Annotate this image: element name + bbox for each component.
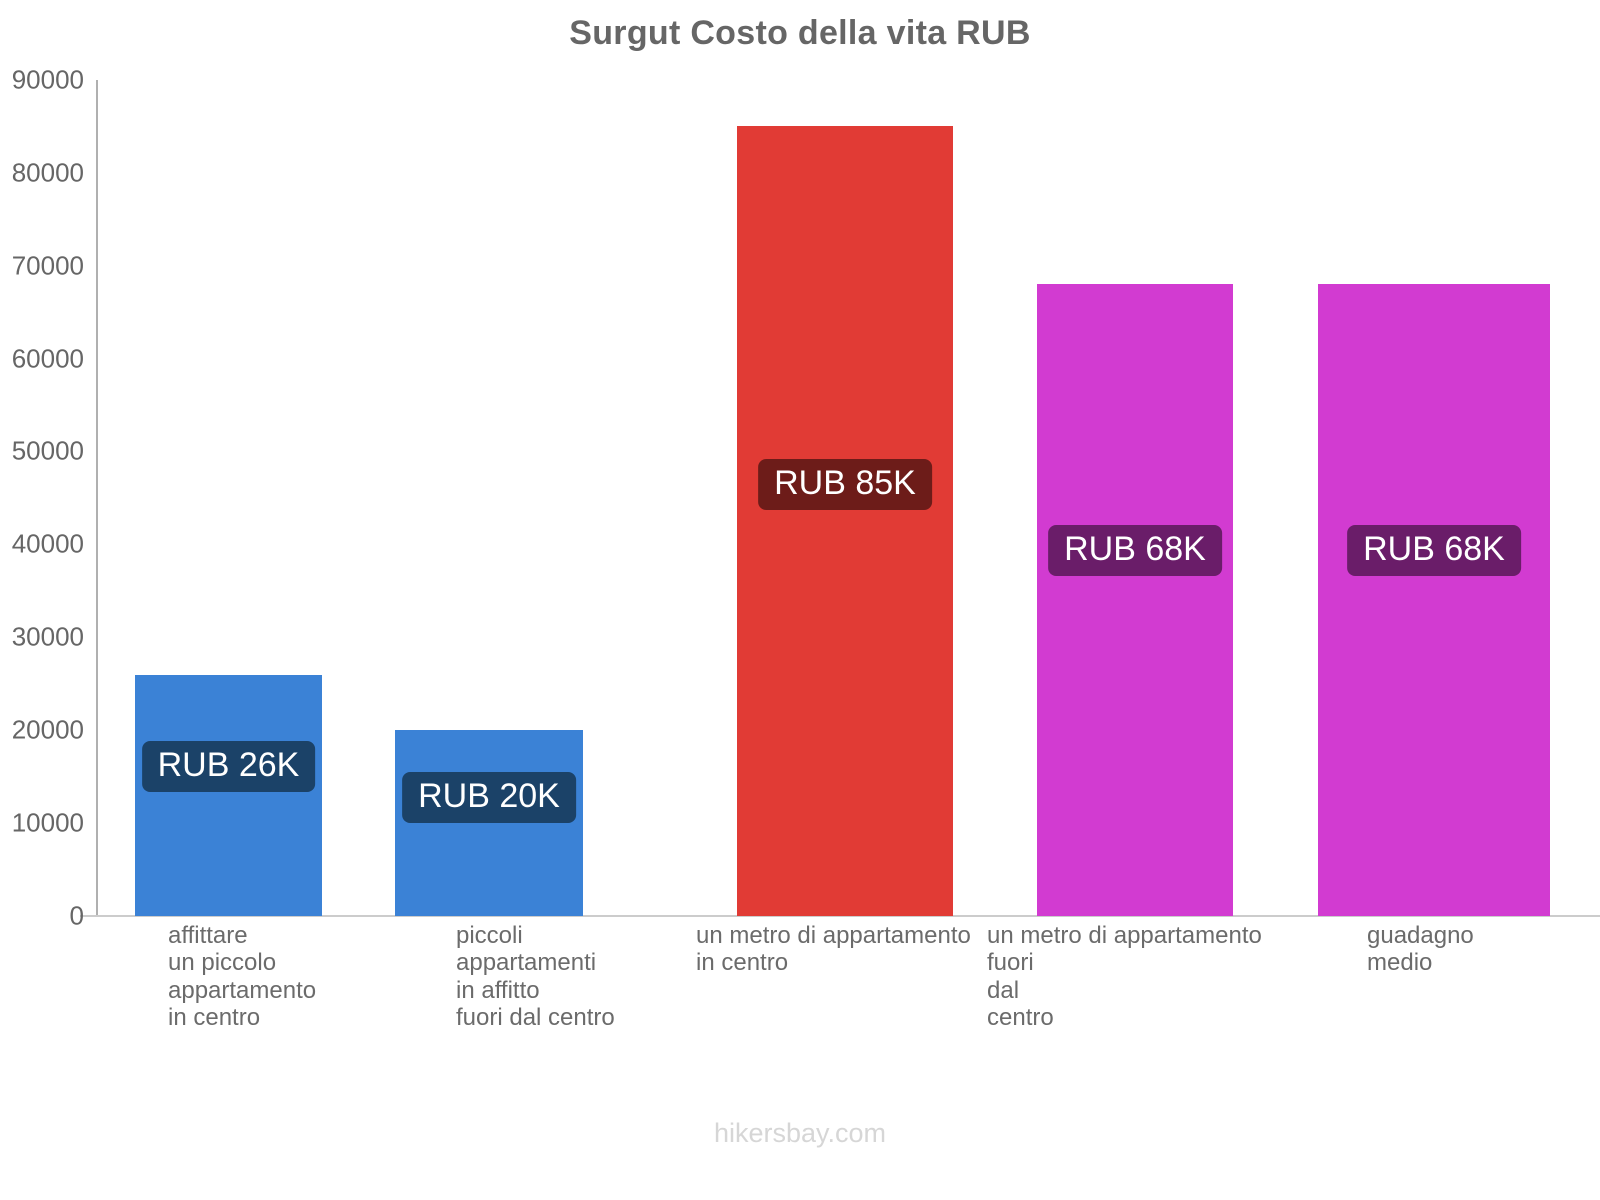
x-category-label-3: un metro di appartamento fuori dal centr…: [987, 922, 1262, 1032]
y-tick-label-70000: 70000: [11, 250, 84, 281]
plot-area: RUB 26K RUB 20K RUB 85K RUB 68K RUB 68K: [97, 80, 1560, 916]
bar-un-metro-di-appartamento-fuori-dal-centro[interactable]: RUB 68K: [1037, 284, 1233, 916]
y-tick-label-80000: 80000: [11, 157, 84, 188]
bar-value-label: RUB 85K: [758, 459, 932, 511]
bar-guadagno-medio[interactable]: RUB 68K: [1318, 284, 1550, 916]
bar-value-label: RUB 68K: [1048, 525, 1222, 577]
y-tick-label-20000: 20000: [11, 714, 84, 745]
bar-value-label: RUB 26K: [141, 740, 316, 792]
x-category-label-4: guadagno medio: [1367, 922, 1474, 977]
y-axis-line: [96, 80, 98, 916]
bar-value-label: RUB 68K: [1347, 525, 1521, 577]
y-tick-label-10000: 10000: [11, 807, 84, 838]
x-category-label-1: piccoli appartamenti in affitto fuori da…: [456, 922, 615, 1032]
bar-un-metro-di-appartamento-in-centro[interactable]: RUB 85K: [737, 126, 953, 916]
y-tick-label-30000: 30000: [11, 621, 84, 652]
y-tick-label-60000: 60000: [11, 343, 84, 374]
chart-title: Surgut Costo della vita RUB: [569, 14, 1031, 52]
y-tick-label-40000: 40000: [11, 528, 84, 559]
x-category-label-2: un metro di appartamento in centro: [696, 922, 971, 977]
x-axis-line: [80, 915, 1600, 917]
bar-affittare-un-piccolo-appartamento-in-centro[interactable]: RUB 26K: [135, 674, 322, 916]
bar-piccoli-appartamenti-in-affitto-fuori-dal-centro[interactable]: RUB 20K: [395, 730, 583, 916]
y-tick-label-90000: 90000: [11, 64, 84, 95]
footer-watermark: hikersbay.com: [713, 1118, 887, 1148]
y-tick-label-50000: 50000: [11, 435, 84, 466]
bar-value-label: RUB 20K: [402, 772, 576, 824]
x-category-label-0: affittare un piccolo appartamento in cen…: [168, 922, 317, 1032]
y-tick-label-0: 0: [69, 900, 84, 931]
